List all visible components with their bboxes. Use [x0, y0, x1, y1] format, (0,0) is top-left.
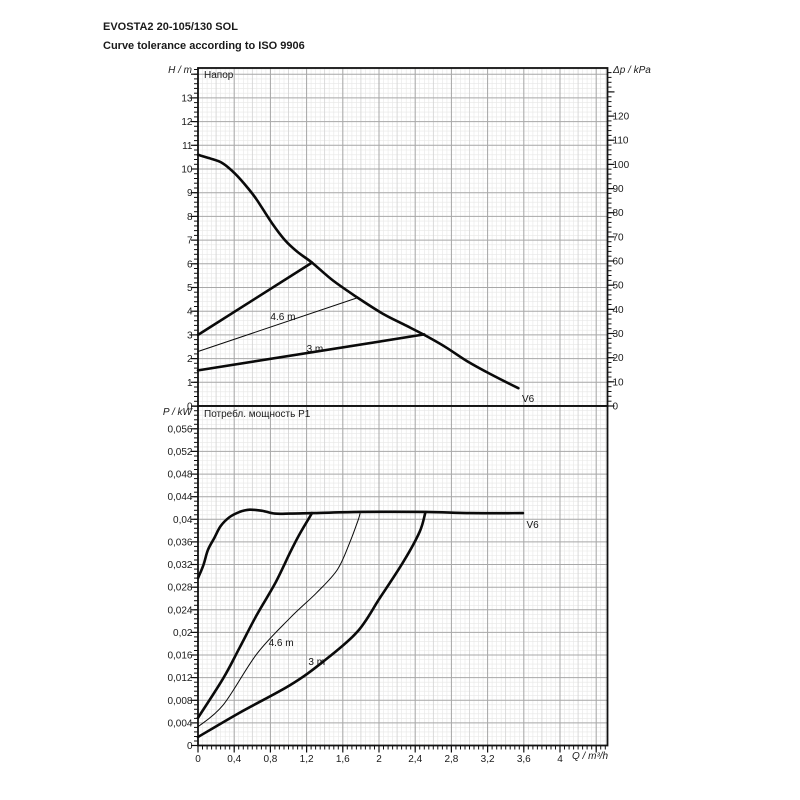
left-axis-tick-label: 0,028 — [167, 583, 192, 594]
page-subtitle: Curve tolerance according to ISO 9906 — [103, 40, 305, 52]
label-3m-head: 3 m — [306, 343, 324, 355]
x-axis-tick-label: 1,6 — [336, 754, 350, 765]
left-axis-tick-label: 0,008 — [167, 696, 192, 707]
left-axis-tick-label: 0,024 — [167, 605, 192, 616]
left-axis-tick-label: 5 — [187, 283, 193, 294]
power-axis-unit-label: P / kW — [162, 407, 192, 418]
max-speed-power-curve — [196, 508, 525, 580]
label-3m-power: 3 m — [308, 656, 326, 668]
left-axis-tick-label: 7 — [187, 236, 193, 247]
left-axis-tick-label: 1 — [187, 378, 193, 389]
head-axis-unit-label: H / m — [168, 65, 192, 76]
left-axis-tick-label: 10 — [181, 165, 193, 176]
head-chart-title: Напор — [204, 70, 234, 81]
page-title: EVOSTA2 20-105/130 SOL — [103, 21, 238, 33]
x-axis-tick-label: 0,4 — [227, 754, 241, 765]
left-axis-tick-label: 0,036 — [167, 537, 192, 548]
prop-pressure-4.6m-head — [197, 297, 359, 352]
label-v6-head: V6 — [522, 393, 535, 405]
left-axis-tick-label: 0,04 — [173, 515, 193, 526]
right-axis-tick-label: 110 — [613, 136, 629, 147]
chart-head: 1312111098765432101201101009080706050403… — [181, 67, 630, 413]
right-axis-tick-label: 120 — [613, 112, 630, 123]
flow-axis-unit-label: Q / m³/h — [572, 751, 609, 762]
left-axis-tick-label: 0,052 — [167, 447, 192, 458]
right-axis-tick-label: 100 — [613, 160, 630, 171]
power-chart-title: Потребл. мощность P1 — [204, 409, 311, 420]
prop-pressure-6m-power — [196, 511, 314, 720]
prop-pressure-4.6m-power — [197, 513, 361, 728]
left-axis-tick-label: 13 — [181, 93, 193, 104]
left-axis-tick-label: 9 — [187, 188, 193, 199]
prop-pressure-3m-head — [196, 333, 426, 372]
left-axis-tick-label: 0,02 — [173, 628, 193, 639]
left-axis-ticks: 0,056 0,052 0,048 0,044 0,04 0,036 0,032 0,028 0… — [167, 405, 198, 752]
chart-power: 0,056 0,052 0,048 0,044 0,04 0,036 0,032 0,028 0… — [167, 405, 609, 765]
left-axis-tick-label: 0,056 — [167, 424, 192, 435]
left-axis-tick-label: 0,016 — [167, 651, 192, 662]
label-4-6m-power: 4.6 m — [268, 638, 294, 650]
label-4-6m-head: 4.6 m — [270, 312, 296, 324]
left-axis-tick-label: 12 — [181, 117, 193, 128]
right-axis-tick-label: 40 — [613, 305, 625, 316]
left-axis-tick-label: 8 — [187, 212, 193, 223]
x-axis-tick-label: 1,2 — [300, 754, 314, 765]
left-axis-tick-label: 0 — [187, 741, 193, 752]
left-axis-tick-label: 0,012 — [167, 673, 192, 684]
left-axis-tick-label: 11 — [182, 141, 193, 152]
x-axis-tick-label: 0,8 — [263, 754, 277, 765]
x-axis-tick-label: 2 — [376, 754, 382, 765]
right-axis-tick-label: 20 — [613, 353, 625, 364]
x-axis-tick-label: 4 — [557, 754, 563, 765]
plot-border — [197, 405, 609, 747]
right-axis-tick-label: 50 — [613, 281, 625, 292]
left-axis-tick-label: 6 — [187, 259, 193, 270]
right-axis-tick-label: 90 — [613, 184, 625, 195]
right-axis-tick-label: 70 — [613, 232, 625, 243]
right-axis-tick-label: 60 — [613, 257, 625, 268]
left-axis-tick-label: 0,032 — [167, 560, 192, 571]
x-axis-tick-label: 3,6 — [517, 754, 531, 765]
left-axis-tick-label: 0,044 — [167, 492, 192, 503]
grid — [197, 68, 608, 407]
right-axis-tick-label: 0 — [613, 402, 619, 413]
right-axis-tick-label: 10 — [613, 377, 625, 388]
left-axis-tick-label: 0,004 — [167, 718, 192, 729]
prop-pressure-6m-head — [196, 261, 314, 337]
max-speed-head-curve — [196, 153, 520, 390]
x-axis-ticks: 0 0,4 0,8 1,2 1,6 2 2,4 2,8 3,2 3,6 4 — [195, 745, 606, 765]
plot-border — [197, 67, 609, 407]
x-axis-tick-label: 2,8 — [444, 754, 458, 765]
left-axis-tick-label: 2 — [187, 354, 193, 365]
prop-pressure-3m-power — [196, 511, 427, 739]
left-axis-tick-label: 4 — [187, 307, 193, 318]
left-axis-tick-label: 0 — [187, 402, 193, 413]
pressure-axis-unit-label: Δp / kPa — [613, 65, 651, 76]
x-axis-tick-label: 3,2 — [481, 754, 495, 765]
right-axis-tick-label: 80 — [613, 208, 625, 219]
grid — [197, 405, 608, 746]
left-axis-tick-label: 3 — [187, 330, 193, 341]
left-axis-tick-label: 0,048 — [167, 470, 192, 481]
right-axis-tick-label: 30 — [613, 329, 625, 340]
x-axis-tick-label: 2,4 — [408, 754, 422, 765]
x-axis-tick-label: 0 — [195, 754, 201, 765]
label-v6-power: V6 — [526, 520, 539, 532]
